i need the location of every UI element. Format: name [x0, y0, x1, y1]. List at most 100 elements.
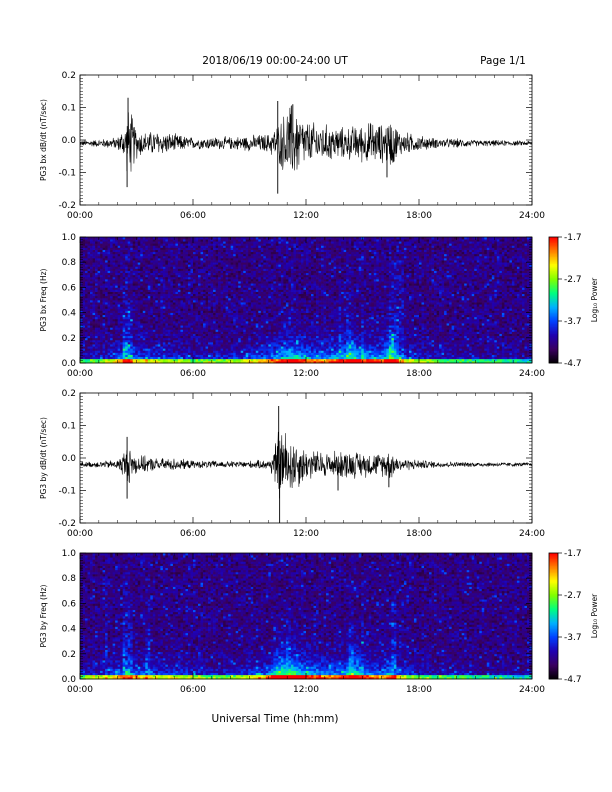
heatmap-cell: [163, 334, 166, 336]
heatmap-cell: [100, 279, 103, 281]
heatmap-cell: [120, 334, 123, 336]
heatmap-cell: [271, 308, 274, 310]
heatmap-cell: [233, 302, 236, 304]
heatmap-cell: [123, 279, 126, 281]
heatmap-cell: [165, 241, 168, 243]
heatmap-cell: [105, 306, 108, 308]
heatmap-cell: [190, 283, 193, 285]
heatmap-cell: [130, 277, 133, 279]
heatmap-cell: [170, 319, 173, 321]
heatmap-cell: [193, 306, 196, 308]
heatmap-cell: [198, 359, 201, 361]
heatmap-cell: [90, 332, 93, 334]
heatmap-cell: [108, 269, 111, 271]
heatmap-cell: [165, 332, 168, 334]
heatmap-cell: [211, 277, 214, 279]
heatmap-cell: [258, 252, 261, 254]
heatmap-cell: [258, 275, 261, 277]
heatmap-cell: [103, 285, 106, 287]
heatmap-cell: [256, 248, 259, 250]
heatmap-cell: [118, 359, 121, 361]
heatmap-cell: [206, 344, 209, 346]
heatmap-cell: [110, 327, 113, 329]
heatmap-cell: [243, 298, 246, 300]
heatmap-cell: [113, 348, 116, 350]
heatmap-cell: [281, 279, 284, 281]
heatmap-cell: [98, 348, 101, 350]
heatmap-cell: [98, 306, 101, 308]
heatmap-cell: [175, 344, 178, 346]
heatmap-cell: [150, 250, 153, 252]
heatmap-cell: [248, 264, 251, 266]
heatmap-cell: [138, 269, 141, 271]
heatmap-cell: [258, 298, 261, 300]
heatmap-cell: [258, 292, 261, 294]
heatmap-cell: [93, 342, 96, 344]
heatmap-cell: [271, 269, 274, 271]
heatmap-cell: [256, 313, 259, 315]
heatmap-cell: [218, 258, 221, 260]
heatmap-cell: [223, 296, 226, 298]
heatmap-cell: [253, 243, 256, 245]
heatmap-cell: [148, 256, 151, 258]
heatmap-cell: [165, 342, 168, 344]
heatmap-cell: [201, 277, 204, 279]
heatmap-cell: [118, 281, 121, 283]
heatmap-cell: [118, 298, 121, 300]
heatmap-cell: [148, 254, 151, 256]
heatmap-cell: [148, 296, 151, 298]
heatmap-cell: [135, 353, 138, 355]
heatmap-cell: [201, 294, 204, 296]
heatmap-cell: [276, 357, 279, 359]
heatmap-cell: [251, 300, 254, 302]
heatmap-cell: [170, 287, 173, 289]
heatmap-cell: [165, 340, 168, 342]
heatmap-cell: [98, 302, 101, 304]
heatmap-cell: [95, 353, 98, 355]
heatmap-cell: [113, 292, 116, 294]
heatmap-cell: [155, 243, 158, 245]
heatmap-cell: [100, 260, 103, 262]
heatmap-cell: [246, 311, 249, 313]
heatmap-cell: [88, 302, 91, 304]
heatmap-cell: [216, 342, 219, 344]
heatmap-cell: [118, 279, 121, 281]
heatmap-cell: [281, 283, 284, 285]
heatmap-cell: [268, 329, 271, 331]
heatmap-cell: [120, 283, 123, 285]
heatmap-cell: [168, 250, 171, 252]
heatmap-cell: [178, 311, 181, 313]
heatmap-cell: [118, 313, 121, 315]
heatmap-cell: [256, 315, 259, 317]
heatmap-cell: [211, 317, 214, 319]
heatmap-cell: [120, 269, 123, 271]
heatmap-cell: [238, 292, 241, 294]
heatmap-cell: [216, 338, 219, 340]
heatmap-cell: [231, 292, 234, 294]
heatmap-cell: [213, 262, 216, 264]
heatmap-cell: [85, 287, 88, 289]
heatmap-cell: [188, 258, 191, 260]
heatmap-cell: [130, 338, 133, 340]
heatmap-cell: [128, 338, 131, 340]
heatmap-cell: [175, 300, 178, 302]
heatmap-cell: [278, 248, 281, 250]
heatmap-cell: [110, 304, 113, 306]
heatmap-cell: [253, 321, 256, 323]
heatmap-cell: [218, 311, 221, 313]
heatmap-cell: [188, 239, 191, 241]
heatmap-cell: [125, 275, 128, 277]
heatmap-cell: [193, 332, 196, 334]
heatmap-cell: [83, 245, 86, 247]
heatmap-cell: [216, 313, 219, 315]
heatmap-cell: [105, 311, 108, 313]
heatmap-cell: [170, 243, 173, 245]
heatmap-cell: [278, 245, 281, 247]
heatmap-cell: [211, 332, 214, 334]
heatmap-cell: [93, 327, 96, 329]
heatmap-cell: [100, 264, 103, 266]
heatmap-cell: [281, 313, 284, 315]
heatmap-cell: [130, 306, 133, 308]
heatmap-cell: [85, 338, 88, 340]
heatmap-cell: [88, 294, 91, 296]
